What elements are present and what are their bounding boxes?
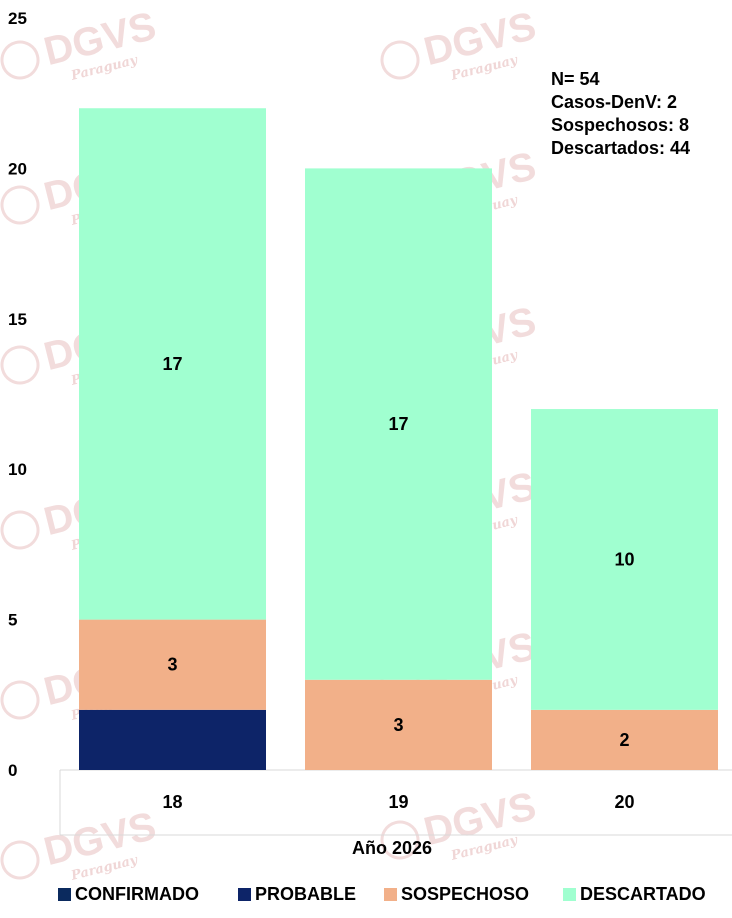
legend-label: DESCARTADO (580, 884, 706, 904)
bar-sospechoso-20 (531, 709, 718, 770)
watermark-globe-icon (0, 510, 40, 550)
legend-item: CONFIRMADO (58, 884, 199, 904)
legend-swatch (563, 888, 576, 901)
x-tick-label: 18 (162, 792, 182, 812)
y-tick-label: 0 (8, 761, 17, 780)
annotation-line: Descartados: 44 (551, 138, 690, 158)
legend-item: PROBABLE (238, 884, 356, 904)
annotation-line: N= 54 (551, 69, 600, 89)
data-label: 17 (162, 354, 182, 374)
x-tick-label: 20 (614, 792, 634, 812)
data-label: 10 (614, 549, 634, 569)
y-tick-label: 20 (8, 159, 27, 178)
watermark-globe-icon (0, 185, 40, 225)
y-tick-label: 5 (8, 611, 17, 630)
bar-descartado-18 (79, 108, 266, 620)
legend-label: SOSPECHOSO (401, 884, 529, 904)
legend: CONFIRMADO PROBABLE SOSPECHOSO DESCARTADO (58, 884, 706, 904)
legend-swatch (238, 888, 251, 901)
bar-sospechoso-18 (79, 619, 266, 710)
legend-swatch (384, 888, 397, 901)
watermark-globe-icon (0, 40, 40, 80)
watermark-globe-icon (0, 840, 40, 880)
data-label: 3 (393, 715, 403, 735)
annotation-line: Casos-DenV: 2 (551, 92, 677, 112)
watermark-globe-icon (0, 345, 40, 385)
y-tick-label: 25 (8, 9, 27, 28)
y-tick-label: 15 (8, 310, 27, 329)
legend-label: PROBABLE (255, 884, 356, 904)
annotation-line: Sospechosos: 8 (551, 115, 689, 135)
bar-descartado-19 (305, 168, 492, 680)
legend-swatch (58, 888, 71, 901)
bar-sospechoso-19 (305, 679, 492, 770)
legend-item: DESCARTADO (563, 884, 706, 904)
watermark-globe-icon (0, 680, 40, 720)
data-label: 3 (167, 655, 177, 675)
y-tick-label: 10 (8, 460, 27, 479)
x-tick-label: 19 (388, 792, 408, 812)
data-labels: 3 17 3 17 2 10 (162, 354, 634, 750)
legend-item: SOSPECHOSO (384, 884, 529, 904)
summary-annotation: N= 54 Casos-DenV: 2 Sospechosos: 8 Descarta… (551, 69, 690, 158)
data-label: 17 (388, 414, 408, 434)
legend-label: CONFIRMADO (75, 884, 199, 904)
x-axis-title: Año 2026 (352, 838, 432, 858)
bar-probable-18 (79, 709, 266, 770)
bars (79, 108, 718, 770)
watermark-globe-icon (380, 820, 420, 860)
watermark-globe-icon (380, 40, 420, 80)
bar-descartado-20 (531, 409, 718, 710)
data-label: 2 (619, 730, 629, 750)
